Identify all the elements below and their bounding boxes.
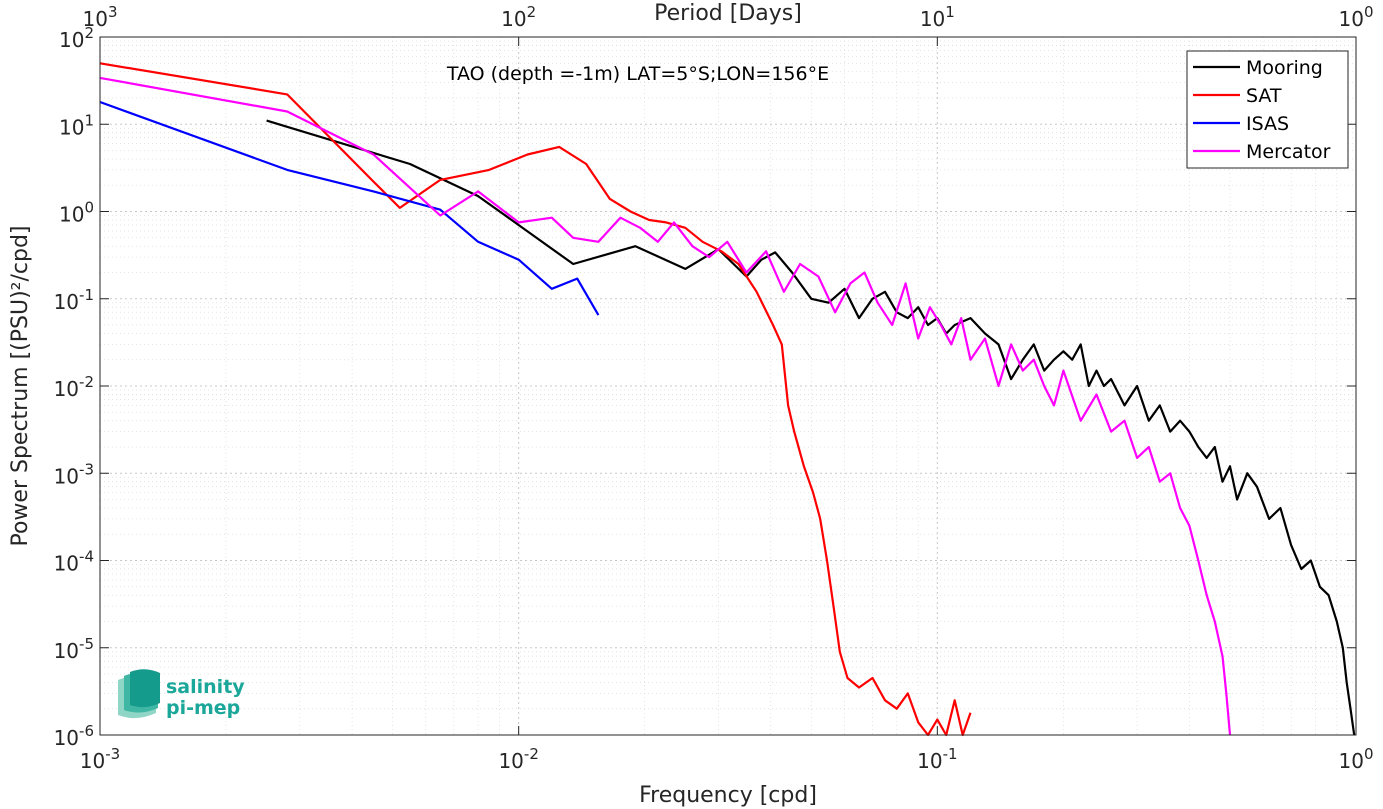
y-tick-label: 101	[59, 111, 94, 139]
series-line-isas	[99, 100, 600, 316]
logo-waves-icon	[118, 669, 160, 719]
salinity-pi-mep-logo: salinity pi-mep	[118, 669, 245, 719]
x-tick-label: 100	[1339, 745, 1374, 773]
legend-box	[1186, 50, 1349, 169]
legend-label-mercator: Mercator	[1246, 141, 1331, 163]
logo-line2: pi-mep	[166, 697, 240, 719]
minor-grid	[100, 37, 1356, 735]
y-axis-label: Power Spectrum [(PSU)²/cpd]	[8, 225, 33, 546]
y-tick-label: 10-6	[54, 722, 94, 750]
tick-marks	[99, 36, 1357, 736]
top-x-tick-label: 102	[501, 3, 536, 31]
y-tick-label: 10-4	[54, 548, 94, 576]
chart-title: TAO (depth =-1m) LAT=5°S;LON=156°E	[446, 63, 829, 85]
tick-labels: 10-3 10-2 10-1 100 10-6 10-5 10-4 10-3 10-2 10-1 1…	[54, 3, 1374, 773]
y-tick-label: 10-2	[54, 373, 94, 401]
series-line-sat	[99, 62, 972, 737]
x-axis-label: Frequency [cpd]	[639, 783, 817, 808]
x-tick-label: 10-3	[80, 745, 120, 773]
y-tick-label: 100	[59, 199, 94, 227]
x-tick-label: 10-2	[498, 745, 538, 773]
series-line-mooring	[266, 119, 1356, 736]
y-tick-label: 10-3	[54, 460, 94, 488]
top-x-tick-label: 103	[83, 3, 118, 31]
y-tick-label: 10-1	[54, 286, 94, 314]
series-line-mercator	[99, 76, 1232, 736]
y-tick-label: 102	[59, 24, 94, 52]
legend: Mooring SAT ISAS Mercator	[1186, 50, 1349, 169]
y-tick-label: 10-5	[54, 635, 94, 663]
legend-label-sat: SAT	[1246, 85, 1282, 107]
x-tick-label: 10-1	[917, 745, 957, 773]
data-series	[99, 62, 1356, 737]
logo-line1: salinity	[166, 676, 245, 698]
legend-label-isas: ISAS	[1246, 113, 1289, 135]
top-x-tick-label: 101	[920, 3, 955, 31]
top-x-tick-label: 100	[1339, 3, 1374, 31]
top-axis-label: Period [Days]	[654, 1, 802, 26]
legend-label-mooring: Mooring	[1246, 57, 1323, 79]
